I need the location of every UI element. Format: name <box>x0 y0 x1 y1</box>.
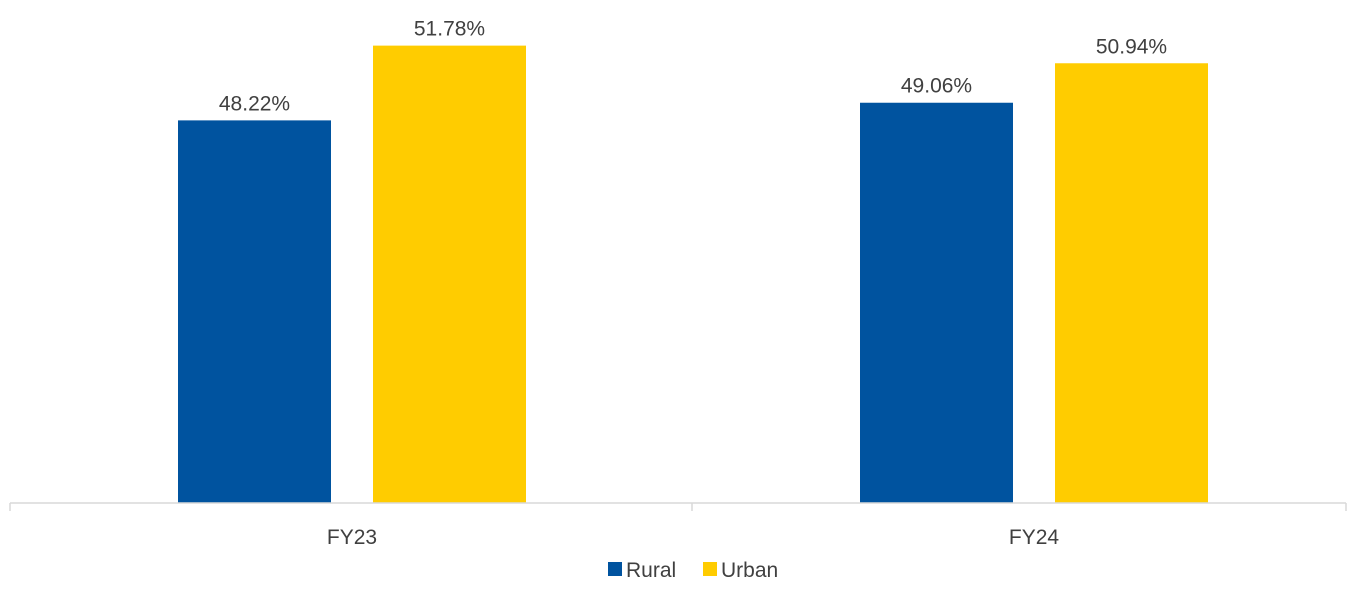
bars-group <box>178 45 1208 504</box>
bar-rural-fy24 <box>860 102 1013 504</box>
x-tick-label-fy24: FY24 <box>1009 526 1060 549</box>
x-axis <box>9 502 1347 511</box>
legend-label-rural: Rural <box>626 559 676 582</box>
x-tick-label-fy23: FY23 <box>327 526 377 549</box>
legend-swatch-rural <box>608 562 622 576</box>
data-label-rural-fy23: 48.22% <box>219 92 290 115</box>
legend-swatch-urban <box>703 562 717 576</box>
data-labels-group: 48.22% 51.78% 49.06% 50.94% <box>219 18 1167 116</box>
bar-rural-fy23 <box>178 120 331 503</box>
data-label-rural-fy24: 49.06% <box>901 75 972 98</box>
bar-urban-fy23 <box>373 45 526 504</box>
legend: Rural Urban <box>608 559 778 582</box>
legend-label-urban: Urban <box>721 559 778 582</box>
data-label-urban-fy24: 50.94% <box>1096 35 1167 58</box>
bar-urban-fy24 <box>1055 63 1208 503</box>
x-tick-labels-group: FY23 FY24 <box>327 526 1060 549</box>
data-label-urban-fy23: 51.78% <box>414 18 485 41</box>
